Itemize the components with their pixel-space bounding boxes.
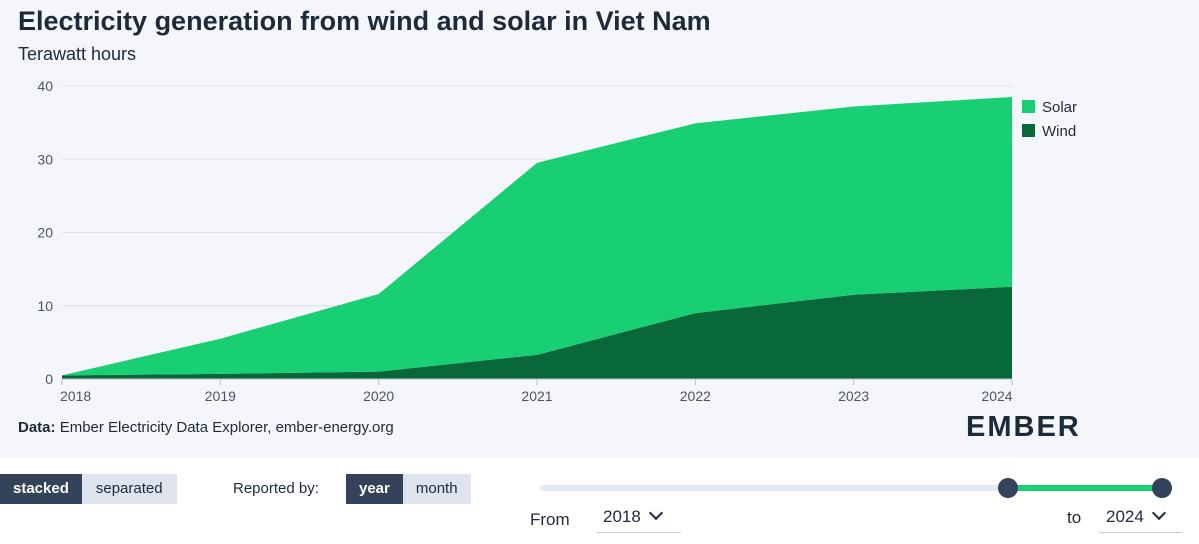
reported-by-label: Reported by: [233, 480, 319, 497]
range-slider-track[interactable] [540, 485, 1162, 491]
x-tick-label: 2023 [838, 388, 869, 404]
chart-panel: Electricity generation from wind and sol… [18, 6, 1081, 443]
range-end-handle[interactable] [1152, 478, 1172, 498]
chevron-down-icon [1151, 505, 1166, 521]
from-select-value: 2018 [603, 507, 641, 526]
y-tick-label: 10 [37, 298, 53, 314]
legend-swatch-wind [1022, 124, 1035, 137]
x-tick-label: 2024 [981, 388, 1012, 404]
x-tick-label: 2021 [521, 388, 552, 404]
period-toggle: year month [346, 474, 471, 504]
y-tick-label: 20 [37, 225, 53, 241]
x-tick-label: 2022 [680, 388, 711, 404]
area-series-solar[interactable] [62, 96, 1012, 376]
chart-title: Electricity generation from wind and sol… [18, 6, 711, 36]
to-label: to [1067, 508, 1082, 527]
data-source-prefix: Data: [18, 419, 56, 436]
x-tick-label: 2018 [60, 388, 91, 404]
from-label: From [530, 510, 570, 529]
area-series-wind[interactable] [62, 286, 1012, 379]
to-select-value: 2024 [1106, 507, 1144, 526]
range-slider-fill [1008, 485, 1162, 491]
y-tick-label: 40 [37, 78, 53, 94]
legend-label-solar: Solar [1042, 99, 1077, 116]
area-chart: 0 10 20 30 40 2018 2019 2020 2021 2022 2023 2024 So… [37, 78, 1077, 404]
from-select[interactable]: 2018 [596, 502, 681, 533]
data-source-text: Ember Electricity Data Explorer, ember-e… [59, 419, 394, 436]
y-tick-label: 30 [37, 151, 53, 167]
stacked-option[interactable]: stacked [0, 474, 82, 504]
data-source: Data: Ember Electricity Data Explorer, e… [18, 419, 394, 436]
year-option[interactable]: year [346, 474, 403, 504]
separated-option[interactable]: separated [81, 474, 177, 504]
range-start-handle[interactable] [998, 478, 1018, 498]
month-option[interactable]: month [402, 474, 471, 504]
to-select[interactable]: 2024 [1099, 502, 1182, 533]
chevron-down-icon [648, 505, 663, 521]
chart-controls: stacked separated Reported by: year mont… [0, 458, 1199, 544]
legend-label-wind: Wind [1042, 123, 1076, 140]
ember-logo: EMBER [966, 411, 1081, 443]
chart-subtitle: Terawatt hours [18, 44, 137, 64]
y-tick-label: 0 [45, 371, 53, 387]
x-tick-label: 2019 [205, 388, 236, 404]
layout-toggle: stacked separated [0, 474, 177, 504]
x-tick-label: 2020 [363, 388, 394, 404]
legend-swatch-solar [1022, 100, 1035, 113]
